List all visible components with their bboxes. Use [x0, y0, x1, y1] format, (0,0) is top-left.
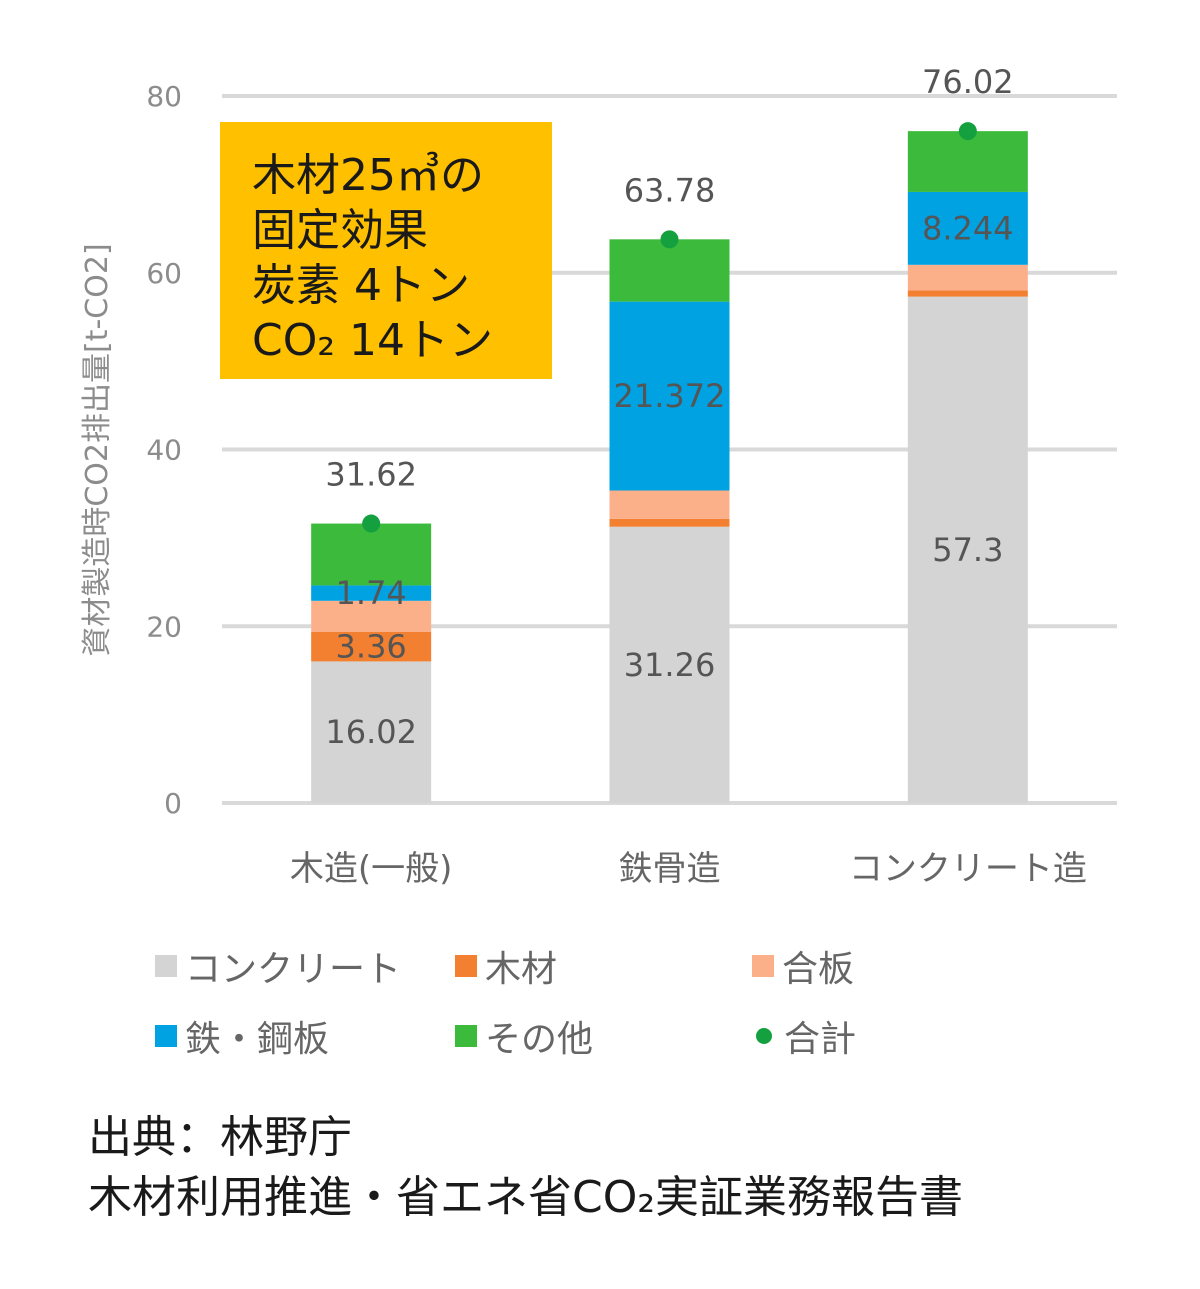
legend-swatch [455, 955, 477, 977]
bar-segment [311, 661, 432, 803]
callout-line: CO₂ 14トン [252, 315, 493, 366]
legend-label: 鉄・鋼板 [185, 1019, 330, 1060]
bar-segment [609, 301, 730, 491]
bar-segment [907, 264, 1028, 291]
bar-segment [311, 631, 432, 662]
data-label: 8.244 [922, 209, 1014, 247]
total-marker [362, 514, 381, 533]
bar-segment [907, 296, 1028, 803]
callout-line: 木材25㎥の [252, 150, 484, 201]
bar-segment [311, 523, 432, 586]
bar-segment [609, 239, 730, 302]
source-note: 出典：林野庁 木材利用推進・省エネ省CO₂実証業務報告書 [88, 1108, 963, 1228]
data-label: 1.74 [336, 574, 407, 612]
total-label: 31.62 [325, 456, 417, 494]
bar-segment [609, 490, 730, 519]
y-tick-label: 40 [146, 434, 182, 467]
legend-item-concrete: コンクリート [155, 940, 401, 992]
bars [311, 131, 1028, 803]
legend: コンクリート 木材 合板 鉄・鋼板 その他 合計 [0, 930, 1200, 1070]
x-category-label: コンクリート造 [849, 849, 1087, 889]
total-label: 63.78 [624, 171, 716, 209]
data-label: 31.26 [624, 646, 716, 684]
legend-item-plywood: 合板 [752, 940, 854, 992]
data-label: 16.02 [325, 713, 417, 751]
total-marker [660, 230, 679, 249]
data-labels: 16.02 3.36 1.74 31.62 31.26 21.372 63.78 57.3 8.… [325, 63, 1013, 751]
bar-segment [609, 526, 730, 803]
bar-segment [311, 600, 432, 632]
legend-label: 合計 [784, 1019, 857, 1060]
y-tick-label: 60 [146, 257, 182, 290]
legend-item-total: 合計 [752, 1010, 856, 1062]
y-tick-label: 80 [146, 80, 182, 113]
callout-line: 固定効果 [252, 205, 428, 256]
x-category-label: 鉄骨造 [619, 849, 721, 889]
legend-dot [756, 1028, 772, 1044]
source-line: 木材利用推進・省エネ省CO₂実証業務報告書 [88, 1172, 963, 1223]
bar-segment [609, 518, 730, 527]
bar-segment [907, 290, 1028, 297]
legend-item-wood: 木材 [455, 940, 557, 992]
legend-item-other: その他 [455, 1010, 593, 1062]
callout-line: 炭素 4トン [252, 260, 470, 311]
y-tick-label: 20 [146, 610, 182, 643]
legend-swatch [155, 955, 177, 977]
legend-swatch [752, 955, 774, 977]
legend-swatch [155, 1025, 177, 1047]
bar-segment [907, 131, 1028, 192]
legend-swatch [455, 1025, 477, 1047]
bar-segment [907, 191, 1028, 265]
legend-label: コンクリート [185, 949, 402, 990]
callout-box: 木材25㎥の 固定効果 炭素 4トン CO₂ 14トン [220, 122, 552, 379]
x-axis-categories: 木造(一般) 鉄骨造 コンクリート造 [290, 849, 1087, 889]
x-category-label: 木造(一般) [290, 849, 453, 889]
legend-item-steel: 鉄・鋼板 [155, 1010, 329, 1062]
bar-segment [311, 585, 432, 601]
stacked-bar-chart: 0 20 40 60 80 資材製造時CO2排出量[t-CO2] 16.02 3.36 1.… [80, 63, 1117, 889]
data-label: 3.36 [336, 628, 407, 666]
total-markers [362, 122, 977, 533]
y-axis-label: 資材製造時CO2排出量[t-CO2] [80, 243, 115, 656]
total-marker [958, 122, 977, 141]
data-label: 21.372 [614, 377, 726, 415]
legend-label: 合板 [782, 949, 855, 990]
y-axis-ticks: 0 20 40 60 80 [146, 80, 182, 820]
y-tick-label: 0 [164, 787, 182, 820]
legend-label: 木材 [485, 949, 558, 990]
data-label: 57.3 [932, 531, 1003, 569]
total-label: 76.02 [922, 63, 1014, 101]
source-line: 出典：林野庁 [88, 1112, 352, 1163]
legend-label: その他 [485, 1019, 594, 1060]
